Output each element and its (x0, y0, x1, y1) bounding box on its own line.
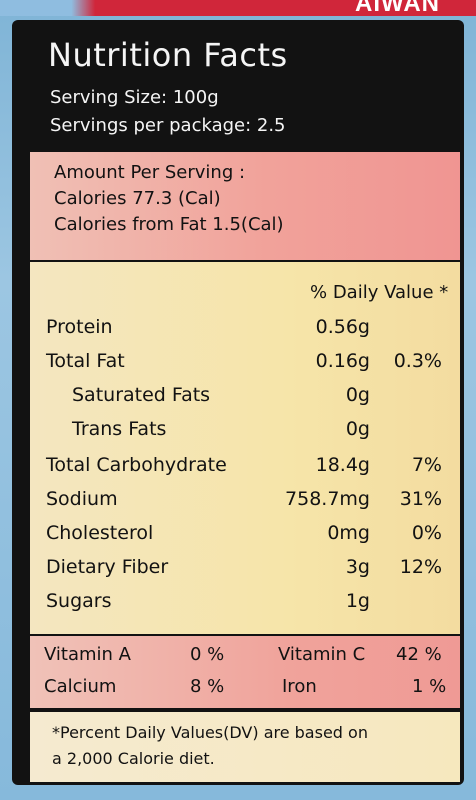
calories-from-fat-line: Calories from Fat 1.5(Cal) (54, 214, 284, 235)
nutrient-dv: 0.3% (393, 350, 442, 372)
footnote-line-2: a 2,000 Calorie diet. (52, 749, 215, 768)
amount-per-serving-panel: Amount Per Serving : Calories 77.3 (Cal)… (30, 152, 460, 260)
vitamins-panel: Vitamin A 0 % Vitamin C 42 % Calcium 8 %… (30, 636, 460, 708)
vitamin-a-label: Vitamin A (44, 644, 131, 665)
footnote-panel: *Percent Daily Values(DV) are based on a… (30, 712, 460, 782)
nutrient-row: Cholesterol 0mg 0% (46, 522, 456, 556)
label-header: Nutrition Facts Serving Size: 100g Servi… (12, 20, 464, 148)
nutrient-row: Sugars 1g (46, 590, 456, 624)
serving-info: Serving Size: 100g Servings per package:… (50, 84, 286, 140)
nutrient-name: Total Fat (46, 350, 125, 372)
nutrient-amount: 0g (345, 384, 370, 406)
nutrient-name: Total Carbohydrate (46, 454, 227, 476)
iron-label: Iron (282, 676, 317, 697)
vitamin-c-value: 42 % (396, 644, 442, 665)
nutrient-amount: 0mg (327, 522, 370, 544)
nutrient-name: Sodium (46, 488, 118, 510)
nutrient-dv: 7% (411, 454, 442, 476)
nutrient-amount: 1g (345, 590, 370, 612)
nutrient-name: Sugars (46, 590, 112, 612)
calories-line: Calories 77.3 (Cal) (54, 188, 221, 209)
nutrient-amount: 3g (345, 556, 370, 578)
nutrient-dv: 0% (411, 522, 442, 544)
servings-per-package: Servings per package: 2.5 (50, 115, 286, 136)
nutrient-amount: 0g (345, 418, 370, 440)
nutrient-name: Cholesterol (46, 522, 154, 544)
iron-value: 1 % (412, 676, 447, 697)
nutrient-name: Trans Fats (72, 418, 167, 440)
amount-heading: Amount Per Serving : (54, 162, 246, 183)
label-title: Nutrition Facts (48, 36, 288, 74)
calcium-value: 8 % (190, 676, 225, 697)
nutrient-row: Trans Fats 0g (46, 418, 456, 452)
nutrient-amount: 758.7mg (285, 488, 370, 510)
nutrient-dv: 31% (399, 488, 442, 510)
package-brand-text: AIWAN (355, 0, 440, 17)
nutrition-label: Nutrition Facts Serving Size: 100g Servi… (12, 20, 464, 785)
footnote-line-1: *Percent Daily Values(DV) are based on (52, 723, 368, 742)
nutrient-name: Protein (46, 316, 113, 338)
nutrient-amount: 18.4g (315, 454, 370, 476)
nutrient-row: Dietary Fiber 3g 12% (46, 556, 456, 590)
nutrient-row: Total Fat 0.16g 0.3% (46, 350, 456, 384)
nutrient-name: Saturated Fats (72, 384, 211, 406)
nutrient-row: Protein 0.56g (46, 316, 456, 350)
vitamin-a-value: 0 % (190, 644, 225, 665)
nutrient-row: Sodium 758.7mg 31% (46, 488, 456, 522)
nutrient-amount: 0.16g (315, 350, 370, 372)
nutrients-panel: % Daily Value * Protein 0.56g Total Fat … (30, 262, 460, 634)
daily-value-header: % Daily Value * (310, 282, 449, 303)
nutrient-row: Saturated Fats 0g (46, 384, 456, 418)
package-red-strip: AIWAN (0, 0, 476, 17)
calcium-label: Calcium (44, 676, 117, 697)
nutrient-row: Total Carbohydrate 18.4g 7% (46, 454, 456, 488)
nutrient-name: Dietary Fiber (46, 556, 169, 578)
nutrient-dv: 12% (399, 556, 442, 578)
serving-size: Serving Size: 100g (50, 87, 219, 108)
vitamin-c-label: Vitamin C (278, 644, 366, 665)
nutrient-amount: 0.56g (315, 316, 370, 338)
